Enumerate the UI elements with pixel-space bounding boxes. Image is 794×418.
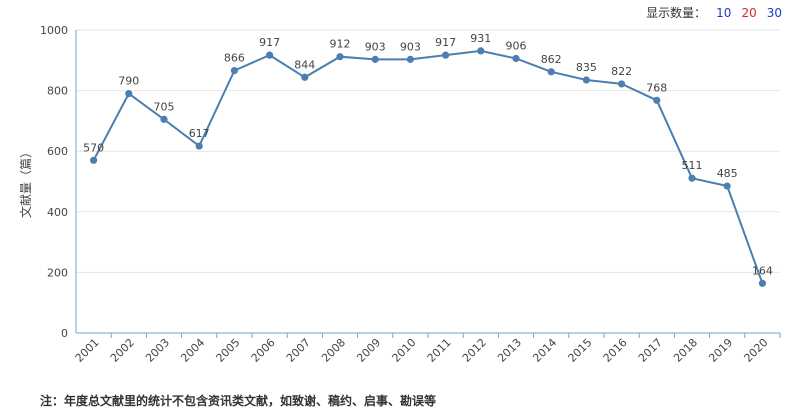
x-tick-label: 2009 bbox=[354, 336, 383, 365]
x-tick-label: 2004 bbox=[178, 336, 207, 365]
data-label: 931 bbox=[470, 32, 491, 45]
data-point bbox=[266, 51, 274, 59]
y-tick-label: 400 bbox=[47, 206, 68, 219]
x-tick-label: 2012 bbox=[460, 336, 489, 365]
data-point bbox=[442, 51, 450, 59]
x-tick-label: 2005 bbox=[214, 336, 243, 365]
x-tick-label: 2016 bbox=[601, 336, 630, 365]
data-point bbox=[371, 55, 379, 63]
x-tick-label: 2017 bbox=[636, 336, 665, 365]
data-label: 866 bbox=[224, 52, 245, 65]
count-selector: 显示数量： 10 20 30 bbox=[646, 4, 782, 21]
x-tick-label: 2001 bbox=[73, 336, 102, 365]
data-point bbox=[547, 68, 555, 76]
axes bbox=[75, 30, 781, 338]
x-tick-label: 2013 bbox=[495, 336, 524, 365]
y-tick-label: 0 bbox=[61, 327, 68, 340]
data-point bbox=[90, 156, 98, 164]
data-point bbox=[688, 174, 696, 182]
data-label: 903 bbox=[400, 40, 421, 53]
data-point bbox=[512, 54, 520, 63]
data-label: 164 bbox=[752, 264, 773, 277]
y-axis-label: 文献量（篇） bbox=[18, 146, 33, 218]
data-label: 617 bbox=[189, 127, 210, 140]
data-point bbox=[653, 96, 661, 104]
x-tick-label: 2008 bbox=[319, 336, 348, 365]
x-tick-label: 2011 bbox=[425, 336, 454, 365]
x-tick-label: 2014 bbox=[530, 336, 559, 365]
data-label: 570 bbox=[83, 141, 104, 154]
x-tick-label: 2018 bbox=[671, 336, 700, 365]
data-label: 822 bbox=[611, 65, 632, 78]
y-tick-label: 800 bbox=[47, 85, 68, 98]
data-label: 511 bbox=[682, 159, 703, 172]
y-tick-label: 200 bbox=[47, 266, 68, 279]
x-tick-label: 2003 bbox=[143, 336, 172, 365]
footnote: 注：年度总文献里的统计不包含资讯类文献，如致谢、稿约、启事、勘误等 bbox=[40, 394, 437, 408]
data-point bbox=[582, 76, 591, 84]
data-labels: 570 790 705 617 866 917 844 912 903 903 917 931 906 8… bbox=[83, 32, 773, 277]
data-label: 862 bbox=[541, 53, 562, 66]
count-selector-label: 显示数量： bbox=[646, 6, 707, 20]
series-line bbox=[92, 49, 764, 284]
data-label: 917 bbox=[435, 36, 456, 49]
data-point bbox=[301, 73, 309, 81]
data-label: 768 bbox=[646, 81, 667, 94]
x-tick-label: 2006 bbox=[249, 336, 278, 365]
data-label: 835 bbox=[576, 61, 597, 74]
data-label: 903 bbox=[365, 40, 386, 53]
data-label: 790 bbox=[118, 75, 139, 88]
data-label: 906 bbox=[506, 39, 527, 52]
data-point bbox=[758, 279, 767, 287]
data-label: 705 bbox=[154, 100, 175, 113]
data-point bbox=[406, 55, 414, 63]
y-tick-labels: 0 200 400 600 800 1000 bbox=[40, 24, 68, 340]
data-label: 917 bbox=[259, 36, 280, 49]
data-point bbox=[336, 53, 344, 61]
x-tick-label: 2020 bbox=[742, 336, 771, 365]
grid-lines bbox=[76, 29, 780, 273]
data-point bbox=[125, 90, 133, 98]
x-tick-label: 2010 bbox=[390, 336, 419, 365]
count-option-20[interactable]: 20 bbox=[741, 5, 757, 20]
x-tick-label: 2007 bbox=[284, 336, 313, 365]
data-point bbox=[477, 47, 485, 55]
x-tick-labels: 2001 2002 2003 2004 2005 2006 2007 2008 2009 2010… bbox=[73, 336, 771, 365]
data-label: 844 bbox=[294, 58, 315, 71]
data-point bbox=[230, 67, 238, 75]
count-option-10[interactable]: 10 bbox=[716, 5, 732, 20]
data-point bbox=[160, 115, 168, 123]
x-tick-label: 2015 bbox=[566, 336, 595, 365]
x-tick-label: 2002 bbox=[108, 336, 137, 365]
x-tick-label: 2019 bbox=[706, 336, 735, 365]
count-option-30[interactable]: 30 bbox=[766, 5, 782, 20]
data-point bbox=[723, 182, 731, 190]
y-tick-label: 600 bbox=[47, 145, 68, 158]
data-label: 485 bbox=[717, 167, 738, 180]
data-label: 912 bbox=[330, 38, 351, 51]
data-point bbox=[618, 80, 626, 88]
data-points bbox=[90, 47, 767, 287]
y-tick-label: 1000 bbox=[40, 24, 68, 37]
data-point bbox=[195, 142, 203, 150]
